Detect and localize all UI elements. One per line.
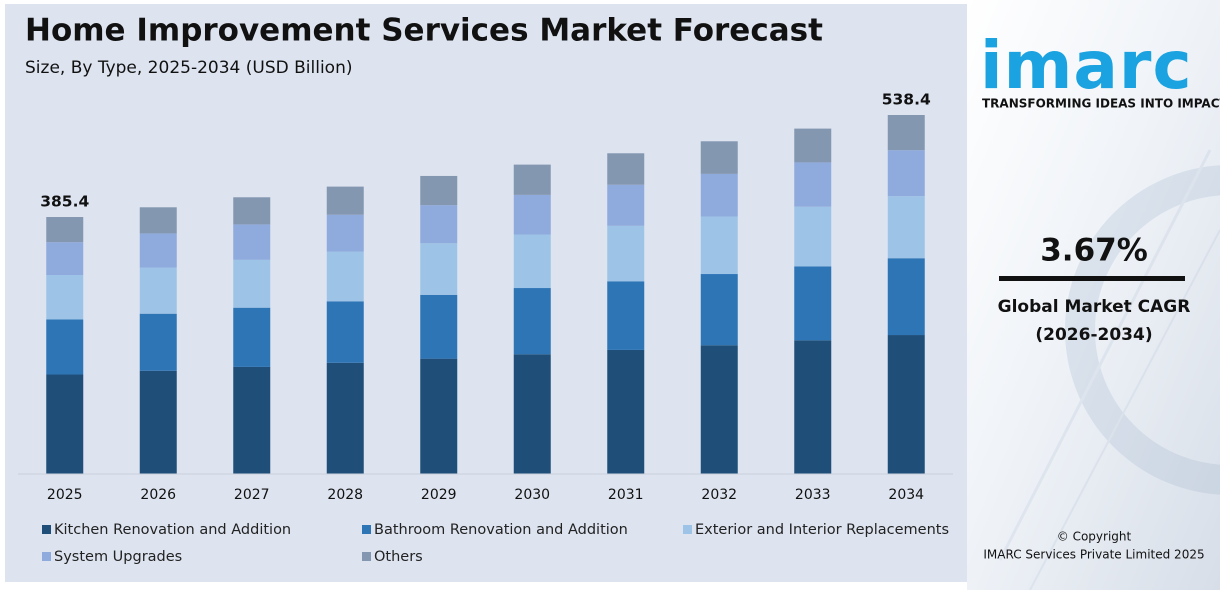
x-tick-label: 2025 [47,487,83,503]
total-label: 538.4 [882,91,931,109]
bar-segment [139,267,177,314]
bar-segment [513,234,551,289]
bar-segment [794,162,832,207]
x-tick-label: 2031 [608,487,644,503]
bar-segment [46,217,84,243]
side-panel [967,0,1220,590]
bar-segment [700,274,738,346]
bar-segment [607,281,645,350]
bar-segment [420,294,458,359]
bar-segment [233,259,271,308]
bar-segment [607,184,645,226]
bar-segment [326,251,364,302]
legend-swatch [362,525,371,534]
legend-swatch [42,525,51,534]
legend-swatch [362,552,371,561]
bar-segment [46,374,84,474]
bar-segment [139,313,177,371]
chart-title: Home Improvement Services Market Forecas… [25,13,823,49]
copyright: © Copyright [1057,530,1132,544]
bar-segment [326,186,364,215]
bar-segment [794,266,832,341]
legend-label: Exterior and Interior Replacements [695,522,949,538]
bar-segment [420,243,458,295]
bar-segment [794,340,832,474]
bar-segment [700,216,738,275]
bar-segment [794,206,832,267]
x-tick-label: 2030 [514,487,550,503]
bar-segment [700,345,738,474]
bar-segment [326,301,364,363]
legend-swatch [42,552,51,561]
bar-segment [887,196,925,259]
cagr-value: 3.67% [1040,233,1148,269]
company: IMARC Services Private Limited 2025 [983,548,1204,562]
bar-segment [233,366,271,474]
x-tick-label: 2028 [327,487,363,503]
x-tick-label: 2033 [795,487,831,503]
bar-segment [513,164,551,195]
bar-segment [139,370,177,474]
x-tick-label: 2034 [888,487,924,503]
cagr-label: Global Market CAGR [998,297,1191,317]
bar-segment [233,197,271,225]
cagr-divider [999,276,1185,281]
bar-segment [326,362,364,474]
bar-segment [46,275,84,320]
bar-segment [420,175,458,206]
bar-segment [233,307,271,367]
legend-swatch [683,525,692,534]
x-tick-label: 2026 [140,487,176,503]
x-tick-label: 2029 [421,487,457,503]
bar-segment [513,194,551,235]
bar-segment [607,225,645,282]
x-tick-label: 2027 [234,487,270,503]
bar-segment [326,214,364,252]
bar-segment [700,141,738,174]
legend-label: Others [374,549,423,565]
logo: imarc [980,27,1193,104]
bar-segment [46,242,84,276]
bar-segment [700,173,738,217]
legend-label: System Upgrades [54,549,182,565]
bar-segment [887,335,925,474]
x-tick-label: 2032 [701,487,737,503]
logo-tagline: TRANSFORMING IDEAS INTO IMPACT [982,97,1220,111]
bar-segment [420,205,458,244]
legend-label: Kitchen Renovation and Addition [54,522,291,538]
bar-segment [794,128,832,163]
cagr-period: (2026-2034) [1035,325,1152,345]
bar-segment [887,115,925,151]
legend-label: Bathroom Renovation and Addition [374,522,628,538]
bar-segment [513,288,551,355]
bar-segment [139,233,177,268]
total-label: 385.4 [40,193,89,211]
bar-segment [607,153,645,185]
side-decor [998,149,1220,590]
bar-segment [887,150,925,197]
bar-segment [139,207,177,234]
bar-segment [887,258,925,336]
bar-segment [420,358,458,474]
chart-subtitle: Size, By Type, 2025-2034 (USD Billion) [25,58,352,78]
bar-segment [513,354,551,474]
bar-segment [46,319,84,375]
bar-segment [607,349,645,474]
bar-segment [233,224,271,260]
